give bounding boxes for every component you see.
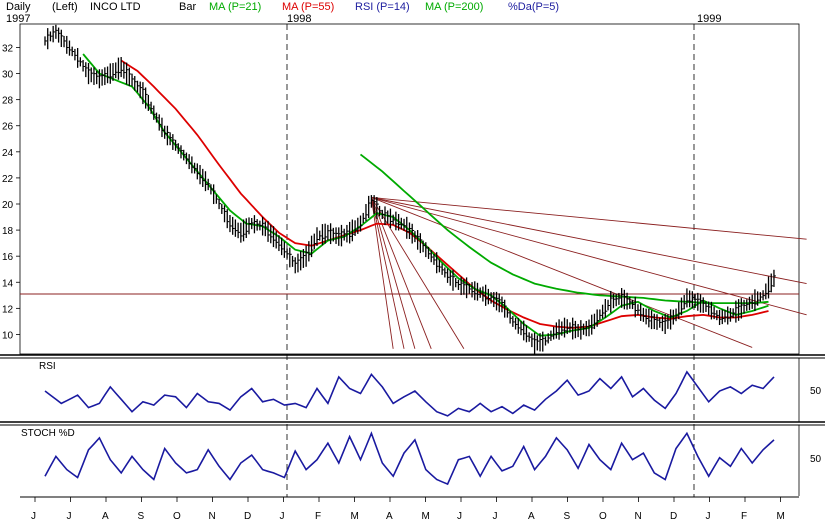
year-label-1998: 1998 <box>287 13 311 25</box>
fan-line <box>371 197 465 350</box>
x-tick-label: M <box>422 511 430 522</box>
stoch-level-label: 50 <box>810 454 822 465</box>
y-tick-label: 12 <box>2 304 14 315</box>
price-panel-frame <box>19 23 800 355</box>
x-tick-label: N <box>635 511 642 522</box>
header-period: Daily <box>6 1 31 13</box>
y-tick-label: 30 <box>2 70 14 81</box>
y-tick-label: 32 <box>2 43 14 54</box>
header-scale: (Left) <box>52 1 78 13</box>
x-tick-label: D <box>670 511 677 522</box>
x-tick-label: M <box>777 511 785 522</box>
x-tick-label: J <box>493 511 498 522</box>
y-tick-label: 22 <box>2 174 14 185</box>
y-axis-ticks: 10 12 14 16 18 20 22 24 26 28 30 32 <box>2 43 20 341</box>
rsi-level-label: 50 <box>810 386 822 397</box>
stoch-line <box>44 431 775 486</box>
rsi-title: RSI <box>39 361 56 372</box>
year-label-1999: 1999 <box>697 13 721 25</box>
ma200-series <box>359 153 769 304</box>
x-tick-label: F <box>315 511 321 522</box>
x-tick-label: N <box>209 511 216 522</box>
header-stoch: %Da(P=5) <box>508 1 559 13</box>
stoch-title: STOCH %D <box>21 428 75 439</box>
fan-line <box>371 197 807 316</box>
x-tick-label: S <box>138 511 145 522</box>
x-tick-label: A <box>528 511 535 522</box>
ma21-series <box>82 53 769 337</box>
fan-line <box>371 197 807 285</box>
price-bars <box>44 24 776 355</box>
x-tick-label: J <box>67 511 72 522</box>
year-label-1997: 1997 <box>6 13 30 25</box>
fan-line <box>370 197 432 349</box>
fan-line <box>371 197 807 240</box>
fan-line <box>370 197 394 349</box>
ma55-line <box>120 59 769 329</box>
x-tick-label: S <box>564 511 571 522</box>
x-tick-label: J <box>706 511 711 522</box>
fan-line <box>371 197 753 348</box>
fan-line <box>370 197 416 349</box>
x-tick-label: J <box>280 511 285 522</box>
header-ma55: MA (P=55) <box>282 1 334 13</box>
header-rsi: RSI (P=14) <box>355 1 410 13</box>
y-tick-label: 10 <box>2 330 14 341</box>
x-tick-label: F <box>741 511 747 522</box>
x-tick-label: O <box>599 511 607 522</box>
ma200-line <box>359 153 769 304</box>
header-ma200: MA (P=200) <box>425 1 483 13</box>
y-tick-label: 26 <box>2 122 14 133</box>
rsi-line <box>44 370 775 417</box>
y-tick-label: 24 <box>2 148 14 159</box>
y-tick-label: 28 <box>2 96 14 107</box>
rsi-series <box>44 370 775 417</box>
header-symbol: INCO LTD <box>90 1 141 13</box>
y-tick-label: 20 <box>2 200 14 211</box>
chart-header: Daily (Left) INCO LTD Bar MA (P=21) MA (… <box>6 1 721 25</box>
x-tick-label: A <box>386 511 393 522</box>
header-ma21: MA (P=21) <box>209 1 261 13</box>
fan-line <box>370 197 405 349</box>
y-tick-label: 14 <box>2 278 14 289</box>
y-tick-label: 16 <box>2 252 14 263</box>
x-tick-label: J <box>31 511 36 522</box>
x-tick-label: J <box>457 511 462 522</box>
y-tick-label: 18 <box>2 226 14 237</box>
x-tick-label: A <box>102 511 109 522</box>
ma21-line <box>82 53 769 337</box>
header-bar: Bar <box>179 1 196 13</box>
x-tick-label: O <box>173 511 181 522</box>
stoch-series <box>44 431 775 486</box>
fan-lines <box>370 197 807 350</box>
x-tick-label: D <box>244 511 251 522</box>
ma55-series <box>120 59 769 329</box>
x-tick-label: M <box>351 511 359 522</box>
